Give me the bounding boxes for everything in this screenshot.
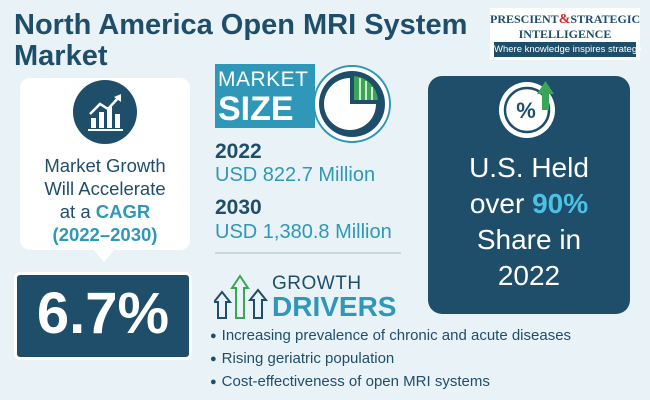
callout-tail (92, 248, 116, 262)
cagr-value: 6.7% (36, 281, 170, 346)
logo-line-2: INTELLIGENCE (518, 27, 612, 41)
logo-word-prescient: PRESCIENT (490, 12, 559, 26)
list-item: Rising geriatric population (210, 348, 640, 371)
cagr-text-prefix: at a (59, 201, 96, 222)
percent-badge-icon: % (493, 72, 565, 144)
share-statement: U.S. Held over 90% Share in 2022 (428, 150, 630, 294)
logo-tagline: Where knowledge inspires strategy (494, 42, 642, 57)
cagr-text-line-2: Will Accelerate (44, 178, 166, 199)
growth-chart-icon (73, 80, 137, 144)
cagr-label: CAGR (95, 201, 151, 222)
pie-chart-icon (312, 64, 392, 144)
cagr-text-line-1: Market Growth (44, 155, 166, 176)
logo-line-1: PRESCIENT&STRATEGIC (490, 12, 640, 28)
share-text-line-1: U.S. Held (469, 152, 589, 183)
company-logo: PRESCIENT&STRATEGIC INTELLIGENCE Where k… (490, 8, 642, 60)
list-item: Increasing prevalence of chronic and acu… (210, 325, 640, 348)
page-title: North America Open MRI System Market (14, 9, 468, 72)
market-size-amount-2030: USD 1,380.8 Million (215, 221, 392, 243)
market-size-year-2030: 2030 (215, 196, 262, 219)
market-size-year-2022: 2022 (215, 140, 262, 163)
market-size-label-2: SIZE (218, 90, 294, 128)
market-size-badge (215, 64, 315, 128)
market-size-amount-2022: USD 822.7 Million (215, 164, 376, 186)
logo-ampersand: & (558, 12, 571, 27)
market-size-label-1: MARKET (218, 68, 309, 91)
share-percentage: 90% (532, 188, 589, 219)
growth-drivers-label-2: DRIVERS (272, 291, 397, 322)
growth-drivers-label-1: GROWTH (272, 273, 362, 294)
share-text-line-2: over 90% (428, 186, 630, 222)
logo-word-strategic: STRATEGIC (570, 12, 641, 26)
share-text-line-3: Share in (476, 224, 582, 255)
list-item: Cost-effectiveness of open MRI systems (210, 371, 640, 394)
cagr-value-box (14, 272, 192, 360)
growth-arrows-icon (211, 266, 270, 322)
cagr-description: Market Growth Will Accelerate at a CAGR … (20, 154, 190, 246)
share-year: 2022 (497, 260, 561, 291)
growth-drivers-list: Increasing prevalence of chronic and acu… (210, 325, 640, 394)
cagr-text-line-3: at a CAGR (20, 200, 190, 223)
divider (215, 252, 401, 254)
percent-symbol: % (516, 98, 536, 123)
cagr-period: (2022–2030) (52, 224, 158, 245)
share-text-prefix: over (469, 188, 533, 219)
